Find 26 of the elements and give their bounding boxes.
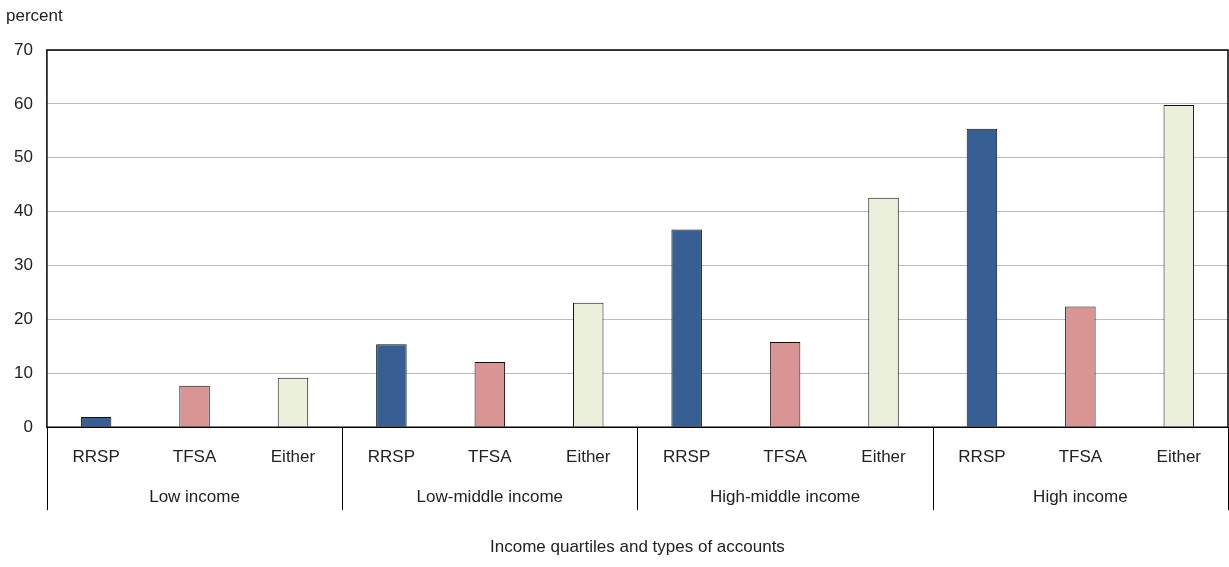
- x-tick-label: Either: [566, 447, 611, 467]
- x-tick-label: TFSA: [1058, 447, 1103, 467]
- x-tick-label: RRSP: [663, 447, 711, 467]
- x-tick-label: TFSA: [172, 447, 217, 467]
- y-axis-title: percent: [6, 5, 63, 25]
- y-tick-label: 40: [13, 201, 33, 221]
- y-tick-label: 10: [13, 363, 33, 382]
- text: Low-middle income: [416, 486, 564, 506]
- x-tick-label: Either: [861, 447, 907, 467]
- x-tick-label: Either: [270, 447, 316, 467]
- x-tick-label: Either: [1156, 447, 1202, 467]
- y-tick-label: 60: [13, 93, 33, 113]
- x-tick-label: RRSP: [958, 447, 1006, 467]
- y-tick-label: 0: [23, 416, 33, 436]
- y-tick-label: 20: [13, 309, 33, 329]
- y-tick-label: 50: [13, 147, 33, 167]
- x-tick-label: RRSP: [72, 447, 120, 467]
- x-tick-label: RRSP: [367, 447, 416, 467]
- text: High income: [1033, 486, 1128, 506]
- y-tick-label: 30: [13, 255, 33, 275]
- y-tick-label: 70: [13, 39, 33, 59]
- x-tick-label: TFSA: [763, 447, 808, 467]
- x-axis-title: Income quartiles and types of accounts: [490, 537, 785, 557]
- text: Low income: [149, 486, 240, 506]
- x-tick-label: TFSA: [468, 447, 513, 467]
- text: High-middle income: [709, 486, 861, 506]
